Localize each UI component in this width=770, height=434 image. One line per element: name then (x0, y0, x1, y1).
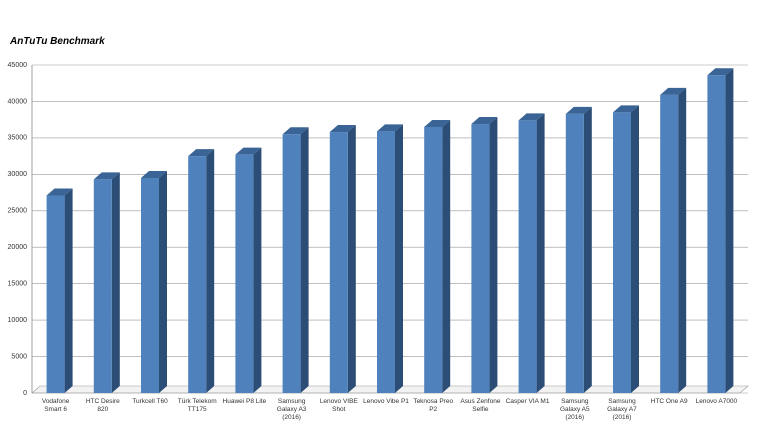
bar-side (206, 149, 215, 393)
bar-side (583, 106, 592, 393)
bar-side (253, 147, 262, 393)
bar-top (518, 113, 545, 121)
x-tick-label: HTC One A9 (650, 398, 688, 405)
y-tick-label: 20000 (8, 244, 28, 251)
bar-side (159, 170, 167, 393)
y-tick-label: 10000 (8, 317, 28, 324)
bar-top (377, 124, 403, 132)
x-tick-label: Lenovo A7000 (695, 398, 738, 405)
bar (660, 94, 679, 393)
chart-title: AnTuTu Benchmark (10, 36, 105, 47)
y-tick-label: 0 (23, 390, 27, 397)
bar-side (725, 68, 734, 394)
bar-top (565, 106, 592, 114)
bar-side (536, 113, 545, 393)
bar-side (111, 172, 120, 393)
bar (235, 154, 254, 393)
x-tick-label: Teknosa Preo P2 (413, 398, 454, 413)
bar (141, 177, 159, 393)
bar-top (93, 172, 120, 180)
bar-top (613, 105, 639, 113)
bar-top (282, 127, 309, 135)
bar-side (347, 125, 356, 394)
bar-top (707, 68, 734, 76)
bar-side (395, 124, 403, 393)
bar (93, 179, 112, 393)
y-tick-label: 15000 (8, 281, 28, 288)
bar-side (489, 117, 498, 393)
bar (613, 112, 631, 393)
bar-top (471, 117, 498, 125)
bar (188, 156, 207, 393)
bar (424, 126, 443, 393)
bar-top (424, 119, 451, 127)
bar-top (188, 149, 215, 157)
bar (377, 131, 395, 393)
bar (518, 120, 537, 393)
bar-side (678, 87, 687, 393)
x-tick-label: Turkcell T60 (132, 398, 168, 405)
bar-top (235, 147, 262, 155)
bar-top (329, 125, 356, 133)
x-tick-label: Casper VIA M1 (505, 398, 550, 405)
y-tick-label: 35000 (8, 135, 28, 142)
bar (329, 132, 348, 393)
y-tick-label: 25000 (8, 208, 28, 215)
y-tick-label: 30000 (8, 171, 28, 178)
bar (565, 113, 584, 393)
x-tick-label: Samsung Galaxy A3 (2016) (276, 398, 307, 421)
x-tick-label: Asus Zenfone Selfie (460, 398, 501, 413)
bar-top (141, 170, 167, 178)
y-tick-label: 40000 (8, 98, 28, 105)
bar (707, 75, 726, 394)
bar (282, 134, 301, 393)
bar-side (300, 127, 309, 393)
x-tick-label: Lenovo VIBE Shot (319, 398, 358, 413)
x-tick-label: Samsung Galaxy A5 (2016) (559, 398, 590, 421)
y-tick-label: 5000 (11, 353, 27, 360)
bar-top (660, 87, 687, 95)
bar (471, 124, 490, 393)
bar-side (442, 119, 451, 393)
y-tick-label: 45000 (8, 62, 28, 69)
bar (46, 195, 65, 393)
bar-side (64, 188, 73, 393)
x-tick-label: Vodafone Smart 6 (41, 398, 70, 413)
x-tick-label: Lenovo Vibe P1 (363, 398, 409, 405)
bar-top (46, 188, 73, 196)
x-tick-label: Türk Telekom TT175 (177, 398, 217, 413)
x-tick-label: HTC Desire 820 (85, 398, 120, 413)
bar-side (631, 105, 639, 393)
x-tick-label: Huawei P8 Lite (222, 398, 267, 405)
x-tick-label: Samsung Galaxy A7 (2016) (607, 398, 637, 421)
